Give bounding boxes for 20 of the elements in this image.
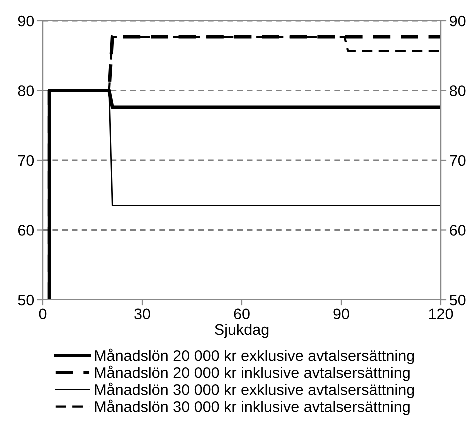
y2-tick-label: 60 — [450, 225, 466, 236]
y2-tick-label: 50 — [450, 294, 466, 306]
y2-tick-label: 80 — [450, 86, 466, 96]
legend-label: Månadslön 30 000 kr inklusive avtalsersättning — [95, 400, 410, 416]
x-axis-title: Sjukdag — [215, 324, 269, 338]
y2-tick-label: 70 — [450, 155, 466, 166]
y-tick-label: 70 — [18, 155, 34, 166]
y2-tick-label: 90 — [450, 16, 466, 27]
y-tick-label: 90 — [18, 16, 34, 27]
x-tick-label: 60 — [234, 308, 250, 320]
x-tick-label: 30 — [134, 308, 150, 320]
legend-label: Månadslön 20 000 kr inklusive avtalsersättning — [95, 366, 410, 382]
x-tick-label: 120 — [429, 308, 454, 320]
legend-label: Månadslön 30 000 kr exklusive avtalsersättning — [95, 382, 414, 398]
legend-label: Månadslön 20 000 kr exklusive avtalsersättning — [95, 348, 414, 364]
y-tick-label: 60 — [18, 225, 34, 236]
y-tick-label: 50 — [18, 294, 34, 306]
x-tick-label: 0 — [39, 308, 47, 320]
y-tick-label: 80 — [18, 86, 34, 96]
x-tick-label: 90 — [334, 308, 350, 320]
